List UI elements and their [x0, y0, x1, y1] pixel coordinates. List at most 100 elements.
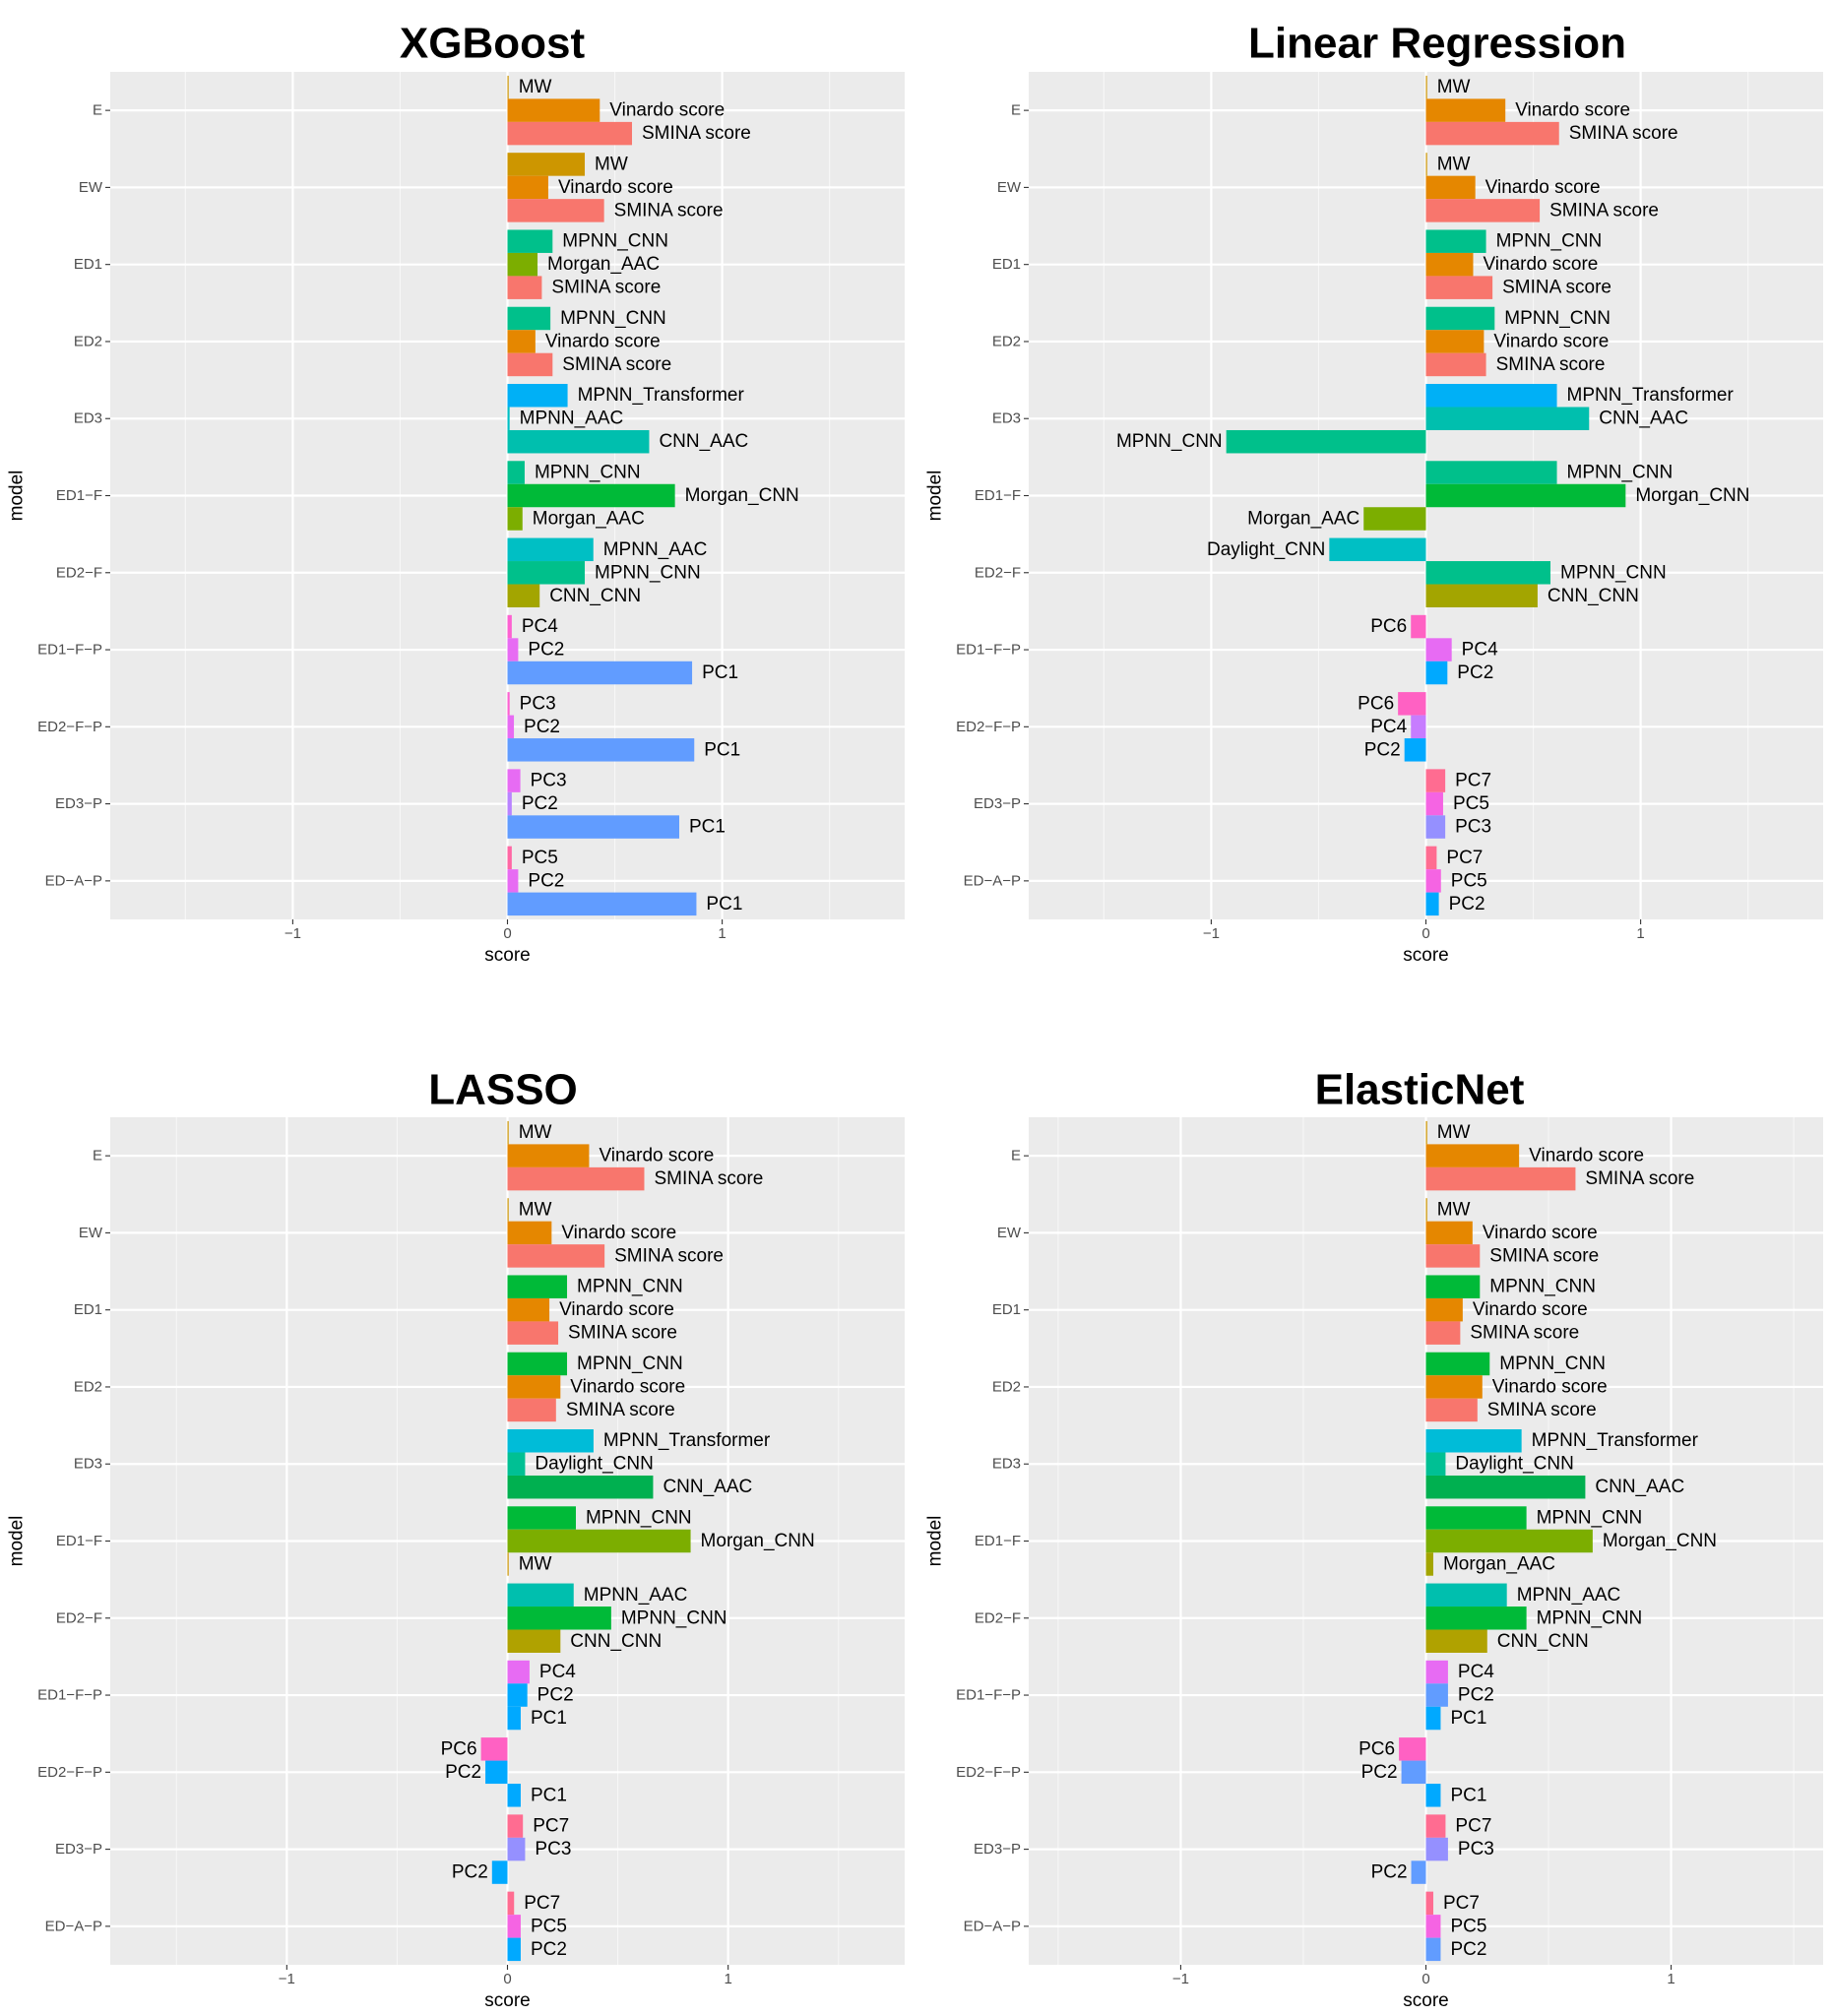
bar-label: Vinardo score [1493, 331, 1609, 351]
y-tick-label: ED1−F−P [37, 1687, 102, 1704]
bar-e-vinardo-score [1425, 1144, 1520, 1167]
y-tick-label: ED−A−P [964, 1918, 1021, 1934]
bar-label: MPNN_CNN [595, 562, 701, 583]
y-tick-label: ED1 [74, 256, 102, 273]
bar-ed1-mpnn-cnn [1425, 229, 1486, 253]
bar-label: PC7 [1455, 771, 1491, 791]
bar-ed3-mpnn-aac [507, 407, 510, 430]
bar-ed2-mpnn-cnn [1425, 306, 1495, 331]
x-tick-label: 1 [1667, 1971, 1674, 1987]
bar-e-mw [1425, 1120, 1427, 1145]
bar-label: CNN_AAC [1599, 409, 1688, 429]
y-tick-label: ED2−F [975, 1609, 1021, 1626]
bar-label: Daylight_CNN [1455, 1454, 1573, 1475]
x-tick-label: −1 [284, 925, 301, 942]
y-tick-label: ED2−F [975, 564, 1021, 581]
bar-ed2-f-mpnn-aac [507, 537, 594, 562]
y-tick-label: ED3−P [974, 795, 1021, 812]
y-axis-title: model [7, 1516, 28, 1567]
bar-ed1-f-p-pc2 [1425, 1683, 1448, 1707]
bar-label: MW [519, 1199, 552, 1220]
bar-e-smina-score [507, 1166, 645, 1191]
bar-ed2-f-cnn-cnn [507, 1629, 561, 1653]
bar-label: PC2 [1364, 739, 1401, 760]
bar-label: MW [595, 154, 628, 174]
bar-ed2-f-mpnn-cnn [507, 1606, 611, 1630]
bar-ed3-daylight-cnn [507, 1452, 526, 1476]
panel-lasso: LASSO −1 0 1 E EW ED1 ED2 ED3 ED1−F ED2−F ED1−F−P ED… [7, 1066, 905, 2011]
y-tick-label: ED3−P [974, 1841, 1021, 1858]
bar-ed2-f-p-pc4 [1411, 715, 1426, 739]
x-tick-label: −1 [1203, 925, 1220, 942]
bar-ed2-f-mpnn-aac [507, 1583, 574, 1607]
bar-e-smina-score [1425, 1166, 1576, 1191]
bar-label: PC7 [1443, 1893, 1480, 1914]
y-tick-label: ED1−F [975, 487, 1021, 504]
bar-label: PC5 [1450, 1916, 1486, 1936]
bar-ed2-f-p-pc1 [507, 1784, 521, 1807]
bar-label: PC1 [689, 817, 726, 838]
y-tick-label: ED2−F−P [956, 1764, 1021, 1781]
bar-ed3-p-pc7 [507, 1814, 524, 1838]
x-tick-label: −1 [1172, 1971, 1189, 1987]
bar-ed1-f-mpnn-cnn [507, 1506, 576, 1530]
bar-ed3-p-pc7 [1425, 1814, 1446, 1838]
bar-label: SMINA score [1549, 200, 1659, 220]
bar-label: PC2 [1450, 1939, 1486, 1960]
y-tick-label: ED−A−P [45, 872, 102, 889]
bar-label: PC7 [524, 1893, 560, 1914]
bar-label: Vinardo score [545, 331, 661, 351]
bar-ed2-f-p-pc1 [507, 738, 695, 762]
bar-label: MPNN_AAC [603, 539, 708, 560]
bar-ed3-p-pc3 [1425, 815, 1446, 839]
bar-label: Vinardo score [1483, 1223, 1598, 1243]
bar-ed1-f-p-pc1 [507, 661, 693, 685]
bar-ed1-mpnn-cnn [1425, 1275, 1481, 1298]
bar-ed1-mpnn-cnn [507, 229, 553, 253]
bar-ed2-f-mpnn-cnn [1425, 1606, 1527, 1630]
bar-ed1-f-morgan-cnn [507, 483, 675, 508]
bar-label: SMINA score [614, 1245, 724, 1266]
bar-label: Vinardo score [559, 1299, 674, 1320]
bar-ed2-f-cnn-cnn [1425, 584, 1538, 607]
bar-label: PC2 [452, 1862, 488, 1883]
bar-label: SMINA score [654, 1168, 763, 1189]
bar-label: PC3 [535, 1839, 571, 1859]
bar-label: Vinardo score [1485, 177, 1601, 198]
bar-label: PC3 [1458, 1839, 1494, 1859]
y-tick-label: ED1−F−P [956, 642, 1021, 659]
bar-ed1-f-morgan-aac [1425, 1552, 1433, 1576]
bar-e-smina-score [507, 121, 633, 146]
bar-ed2-vinardo-score [507, 1375, 561, 1399]
bar-ed1-f-p-pc4 [1425, 638, 1452, 662]
chart-title: Linear Regression [1248, 20, 1626, 68]
bar-ed1-f-p-pc6 [1411, 614, 1426, 639]
bar-ew-mw [507, 153, 586, 176]
bar-label: Vinardo score [599, 1146, 714, 1166]
bar-ed1-f-morgan-aac [507, 507, 523, 531]
bar-ed3-p-pc1 [507, 815, 679, 839]
y-tick-label: ED3 [74, 1456, 102, 1473]
bar-label: MW [519, 1553, 552, 1574]
bar-label: Morgan_CNN [1635, 485, 1749, 506]
y-tick-label: ED1−F [975, 1533, 1021, 1549]
x-tick-label: 1 [724, 1971, 731, 1987]
bar-label: SMINA score [614, 200, 724, 220]
bar-ed3-p-pc2 [507, 791, 512, 816]
bar-label: PC2 [524, 717, 560, 737]
bar-label: MW [1437, 154, 1471, 174]
y-tick-label: ED3−P [55, 795, 102, 812]
bar-label: PC3 [520, 693, 556, 714]
bar-label: SMINA score [1489, 1245, 1599, 1266]
bar-label: MW [519, 1122, 552, 1143]
bar-ed-a-p-pc5 [1425, 1915, 1441, 1938]
bar-label: PC2 [1457, 662, 1493, 683]
bar-ed2-vinardo-score [1425, 330, 1485, 353]
bar-label: MPNN_CNN [562, 231, 668, 252]
bar-label: MW [1437, 1122, 1471, 1143]
y-tick-label: E [1011, 1148, 1021, 1165]
bar-label: SMINA score [566, 1400, 675, 1420]
bar-ed2-f-cnn-cnn [1425, 1629, 1487, 1653]
bar-ed1-smina-score [1425, 276, 1493, 299]
bar-e-smina-score [1425, 121, 1559, 146]
